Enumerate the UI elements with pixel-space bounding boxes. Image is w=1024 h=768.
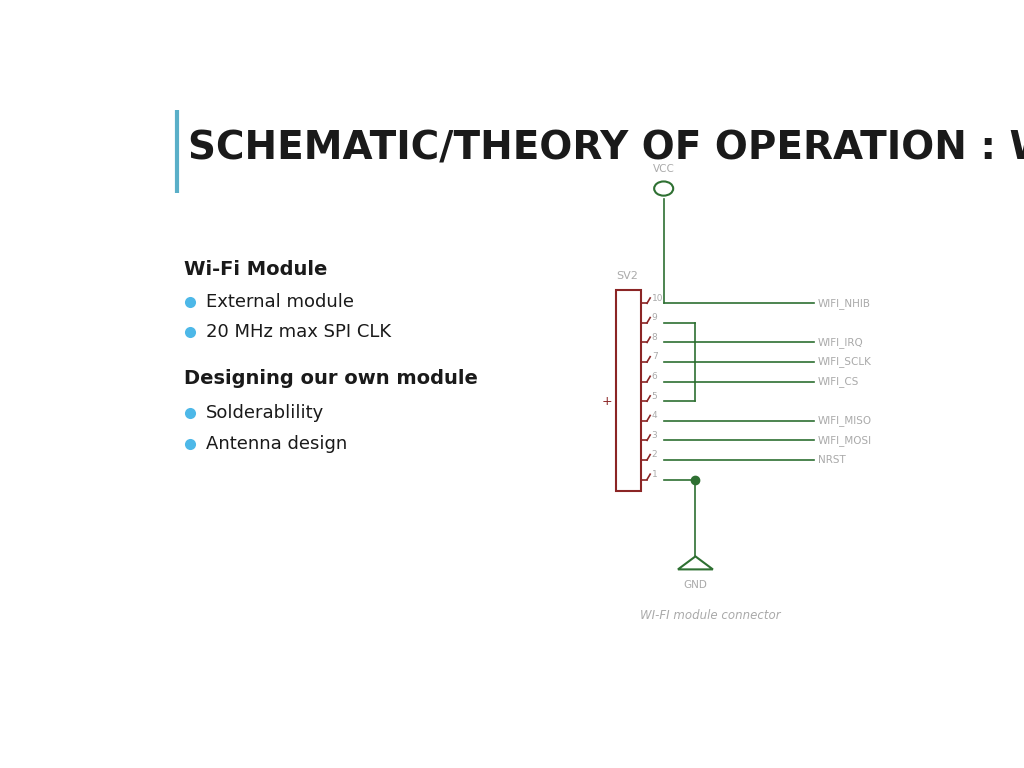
Text: 8: 8 <box>652 333 657 342</box>
Text: 10: 10 <box>652 293 664 303</box>
Text: WIFI_CS: WIFI_CS <box>817 376 859 387</box>
Text: 7: 7 <box>652 353 657 362</box>
Text: WIFI_NHIB: WIFI_NHIB <box>817 298 870 309</box>
Text: GND: GND <box>683 580 708 590</box>
Text: 6: 6 <box>652 372 657 381</box>
Text: Antenna design: Antenna design <box>206 435 347 453</box>
Bar <box>616 290 641 492</box>
Text: 5: 5 <box>652 392 657 401</box>
Text: NRST: NRST <box>817 455 846 465</box>
Text: VCC: VCC <box>652 164 675 174</box>
Text: SCHEMATIC/THEORY OF OPERATION : WI-FI: SCHEMATIC/THEORY OF OPERATION : WI-FI <box>187 129 1024 167</box>
Text: WIFI_MISO: WIFI_MISO <box>817 415 871 426</box>
Text: WI-FI module connector: WI-FI module connector <box>640 609 780 622</box>
Text: SV2: SV2 <box>616 271 638 281</box>
Text: 2: 2 <box>652 450 657 459</box>
Text: WIFI_IRQ: WIFI_IRQ <box>817 337 863 348</box>
Text: 9: 9 <box>652 313 657 323</box>
Text: 20 MHz max SPI CLK: 20 MHz max SPI CLK <box>206 323 391 341</box>
Text: 3: 3 <box>652 431 657 440</box>
Text: 4: 4 <box>652 411 657 420</box>
Text: 1: 1 <box>652 470 657 479</box>
Text: Solderablility: Solderablility <box>206 404 324 422</box>
Text: External module: External module <box>206 293 353 311</box>
Text: +: + <box>601 395 612 408</box>
Text: WIFI_MOSI: WIFI_MOSI <box>817 435 871 445</box>
Text: WIFI_SCLK: WIFI_SCLK <box>817 356 871 367</box>
Text: Wi-Fi Module: Wi-Fi Module <box>183 260 327 279</box>
Text: Designing our own module: Designing our own module <box>183 369 477 389</box>
